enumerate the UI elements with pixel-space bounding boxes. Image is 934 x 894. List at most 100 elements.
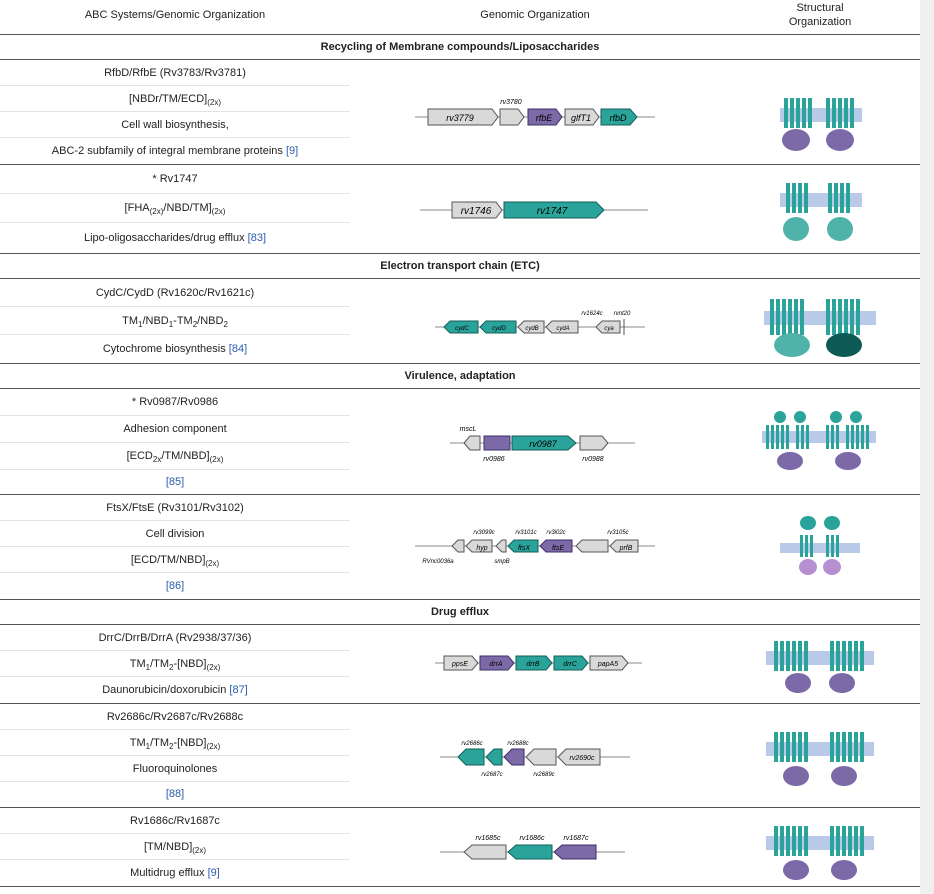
gene-label: cydC xyxy=(455,326,469,332)
row-line: Daunorubicin/doxorubicin [87] xyxy=(102,684,248,696)
row-line: Multidrug efflux [9] xyxy=(130,867,220,879)
reference-link[interactable]: [87] xyxy=(229,684,248,696)
gene-label: hyp xyxy=(476,545,487,552)
table-header: ABC Systems/Genomic Organization Genomic… xyxy=(0,0,920,35)
row-line: [NBDr/TM/ECD](2x) xyxy=(0,86,350,112)
row-line: * Rv1747 xyxy=(0,165,350,194)
gene-label: cydA xyxy=(556,326,569,332)
scrollbar-track[interactable] xyxy=(920,0,934,894)
gene-label: rv1685c xyxy=(476,835,501,842)
gene-label: rv1686c xyxy=(520,835,545,842)
row-line: Rv2686c/Rv2687c/Rv2688c xyxy=(0,704,350,730)
row-line: * Rv0987/Rv0986 xyxy=(0,389,350,416)
gene-label: drrB xyxy=(526,661,540,668)
row-line: DrrC/DrrB/DrrA (Rv2938/37/36) xyxy=(0,625,350,651)
gene-map: RVnc0036a hyp rv3099c smpB ftsX rv3101c … xyxy=(415,530,655,565)
reference-link[interactable]: [9] xyxy=(285,145,299,157)
row-line: [FHA(2x)/NBD/TM](2x) xyxy=(0,194,350,223)
row-line: [ECD2x/TM/NBD](2x) xyxy=(0,443,350,470)
gene-label: rv3099c xyxy=(473,530,494,536)
gene-map: ppsE drrA drrB drrC papA5 xyxy=(435,655,642,671)
gene-map: rv1685c rv1686c rv1687c xyxy=(440,835,625,860)
row-line: FtsX/FtsE (Rv3101/Rv3102) xyxy=(0,495,350,521)
row-line: CydC/CydD (Rv1620c/Rv1621c) xyxy=(0,279,350,307)
gene-label: rv1624c xyxy=(581,311,602,317)
row-line: Cell wall biosynthesis, xyxy=(0,112,350,138)
reference-link[interactable]: [85] xyxy=(165,476,185,488)
gene-label: mscL xyxy=(460,426,477,433)
row-line: RfbD/RfbE (Rv3783/Rv3781) xyxy=(0,60,350,86)
gene-map: rv3779 rv3780 rfbE glfT1 rfbD xyxy=(415,99,655,126)
gene-label: rv2689c xyxy=(533,772,554,778)
row-line: TM1/TM2-[NBD](2x) xyxy=(0,730,350,756)
table-row: Rv2686c/Rv2687c/Rv2688c TM1/TM2-[NBD](2x… xyxy=(0,704,920,808)
gene-label: papA5 xyxy=(597,661,618,668)
gene-label: rv1747 xyxy=(537,206,568,217)
gene-label: rv3101c xyxy=(515,530,536,536)
structure-diagram xyxy=(780,183,862,241)
table-row: DrrC/DrrB/DrrA (Rv2938/37/36) TM1/TM2-[N… xyxy=(0,625,920,704)
header-col2: Genomic Organization xyxy=(480,9,590,21)
gene-label: rv0987 xyxy=(529,439,558,449)
reference-link[interactable]: [9] xyxy=(207,867,220,879)
row-line: TM1/NBD1-TM2/NBD2 xyxy=(0,307,350,335)
row-line: Adhesion component xyxy=(0,416,350,443)
row-line: Fluoroquinolones xyxy=(0,756,350,782)
gene-label: rv2688c xyxy=(507,741,528,747)
gene-label: smpB xyxy=(494,559,509,565)
row-line: Lipo-oligosaccharides/drug efflux [83] xyxy=(83,232,267,244)
header-col3: Structural Organization xyxy=(760,1,880,29)
row-line: [TM/NBD](2x) xyxy=(0,834,350,860)
gene-label: prfB xyxy=(619,545,633,552)
reference-link[interactable]: [88] xyxy=(165,788,185,800)
table-row: CydC/CydD (Rv1620c/Rv1621c) TM1/NBD1-TM2… xyxy=(0,279,920,364)
gene-map: cydC cydD cydB cydA cya rv1624c rvnt20 xyxy=(435,311,645,335)
reference-link[interactable]: [86] xyxy=(165,580,185,592)
table-row: Rv1686c/Rv1687c [TM/NBD](2x) Multidrug e… xyxy=(0,808,920,887)
table-row: RfbD/RfbE (Rv3783/Rv3781) [NBDr/TM/ECD](… xyxy=(0,60,920,165)
gene-label: cya xyxy=(604,326,614,332)
gene-label: rfbD xyxy=(609,113,627,123)
gene-label: ppsE xyxy=(451,661,468,668)
gene-label: rv1687c xyxy=(564,835,589,842)
gene-map: mscL rv0986 rv0987 rv0988 xyxy=(450,426,635,463)
gene-label: rv3105c xyxy=(607,530,628,536)
gene-map: rv1746 rv1747 xyxy=(420,201,648,219)
gene-label: drrA xyxy=(489,661,503,668)
row-line: TM1/TM2-[NBD](2x) xyxy=(0,651,350,677)
reference-link[interactable]: [83] xyxy=(247,232,267,244)
gene-label: drrC xyxy=(563,661,578,668)
structure-diagram xyxy=(766,641,874,693)
gene-label: rv2690c xyxy=(570,755,595,762)
gene-label: rv3779 xyxy=(446,113,474,123)
table-row: * Rv0987/Rv0986 Adhesion component [ECD2… xyxy=(0,389,920,495)
gene-label: glfT1 xyxy=(571,113,591,123)
gene-label: rv2686c xyxy=(461,741,482,747)
row-line: Cytochrome biosynthesis [84] xyxy=(102,343,248,355)
header-col3-line2: Organization xyxy=(788,16,852,28)
reference-link[interactable]: [84] xyxy=(228,343,248,355)
gene-label: rv0988 xyxy=(582,456,604,463)
gene-label: rv3780 xyxy=(500,99,522,106)
gene-label: RVnc0036a xyxy=(422,559,454,565)
header-col1: ABC Systems/Genomic Organization xyxy=(84,9,266,21)
gene-map: rv2686c rv2687c rv2688c rv2689c rv2690c xyxy=(440,741,630,778)
header-col3-line1: Structural xyxy=(796,2,844,14)
gene-label: rv0986 xyxy=(483,456,505,463)
structure-diagram xyxy=(780,98,862,151)
structure-diagram xyxy=(780,516,860,575)
table-row: * Rv1747 [FHA(2x)/NBD/TM](2x) Lipo-oligo… xyxy=(0,165,920,254)
row-line: Rv1686c/Rv1687c xyxy=(0,808,350,834)
row-line: [ECD/TM/NBD](2x) xyxy=(0,547,350,573)
table-row: FtsX/FtsE (Rv3101/Rv3102) Cell division … xyxy=(0,495,920,600)
gene-label: cydB xyxy=(525,326,538,332)
row-line: [88] xyxy=(0,782,350,807)
row-line: ABC-2 subfamily of integral membrane pro… xyxy=(51,145,299,157)
section-title: Drug efflux xyxy=(0,600,920,625)
structure-diagram xyxy=(762,411,876,470)
section-title: Electron transport chain (ETC) xyxy=(0,254,920,279)
row-line: [86] xyxy=(0,573,350,599)
row-line: [85] xyxy=(0,470,350,494)
gene-label: ftsX xyxy=(518,545,530,552)
structure-diagram xyxy=(766,826,874,880)
